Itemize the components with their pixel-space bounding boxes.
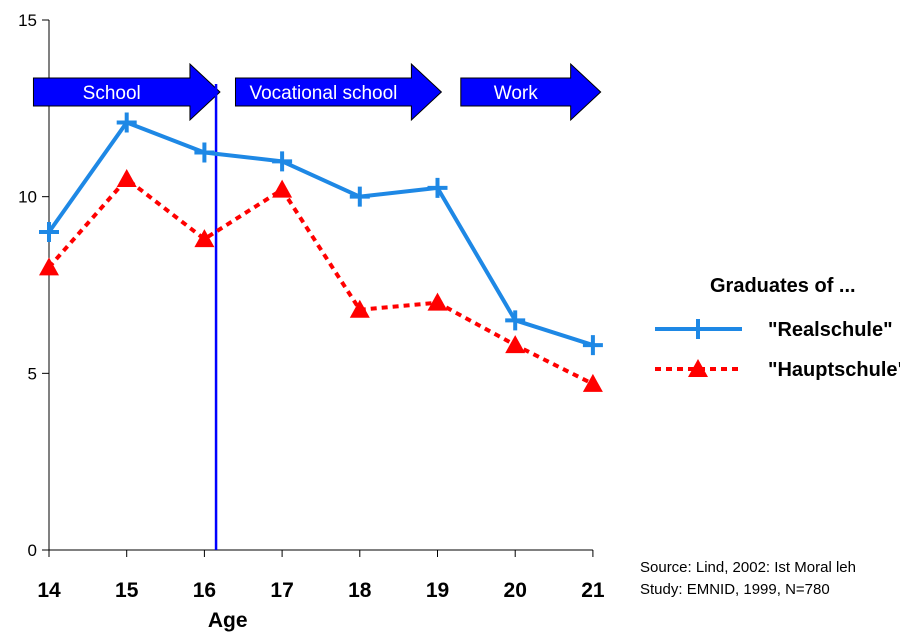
phase-arrow xyxy=(460,62,602,122)
data-point xyxy=(272,179,293,198)
x-tick-label: 21 xyxy=(581,579,605,602)
axes: 0 5 10 15 14 15 16 17 18 19 20 21 Age xyxy=(18,11,605,632)
legend-marker xyxy=(688,359,708,377)
legend-title: Graduates of ... xyxy=(710,275,856,297)
data-point xyxy=(349,186,370,207)
y-tick-label: 10 xyxy=(18,188,37,207)
data-point xyxy=(505,335,526,354)
phase-label: Vocational school xyxy=(249,83,397,104)
series-1 xyxy=(39,169,603,392)
legend-label: "Realschule" xyxy=(768,319,893,341)
x-tick-label: 18 xyxy=(348,579,372,602)
phase-label: Work xyxy=(494,83,538,104)
data-point xyxy=(582,373,603,392)
data-point xyxy=(194,229,215,248)
data-point xyxy=(582,335,603,356)
source-line-2: Study: EMNID, 1999, N=780 xyxy=(640,581,830,598)
data-point xyxy=(116,112,137,133)
legend: Graduates of ... "Realschule" "Hauptschul… xyxy=(655,275,900,381)
source-line-1: Source: Lind, 2002: Ist Moral leh xyxy=(640,559,856,576)
data-point xyxy=(427,177,448,198)
series-layer xyxy=(39,112,603,392)
data-point xyxy=(39,222,59,242)
series-0 xyxy=(39,112,603,356)
y-tick-label: 5 xyxy=(28,364,37,383)
series-line xyxy=(47,177,594,386)
series-line xyxy=(47,120,594,347)
phase-arrow xyxy=(32,62,221,122)
data-point xyxy=(505,310,526,331)
y-tick-label: 0 xyxy=(28,541,37,560)
data-point xyxy=(116,169,137,187)
data-point xyxy=(39,257,59,276)
x-tick-label: 20 xyxy=(504,579,527,602)
data-point xyxy=(194,142,215,163)
legend-label: "Hauptschule" xyxy=(768,359,900,381)
x-tick-label: 19 xyxy=(426,579,449,602)
phase-label: School xyxy=(83,83,141,104)
phase-arrows: School Vocational school Work xyxy=(32,62,602,550)
x-tick-label: 17 xyxy=(270,579,293,602)
x-tick-label: 16 xyxy=(193,579,216,602)
source-note: Source: Lind, 2002: Ist Moral leh Study:… xyxy=(640,559,856,598)
data-point xyxy=(349,299,370,318)
data-point xyxy=(427,292,448,311)
data-point xyxy=(272,151,293,172)
x-axis-title: Age xyxy=(208,609,248,632)
x-tick-label: 14 xyxy=(37,579,61,602)
phase-arrow xyxy=(234,62,443,122)
legend-marker xyxy=(688,319,708,339)
y-tick-label: 15 xyxy=(18,11,37,30)
x-tick-label: 15 xyxy=(115,579,139,602)
